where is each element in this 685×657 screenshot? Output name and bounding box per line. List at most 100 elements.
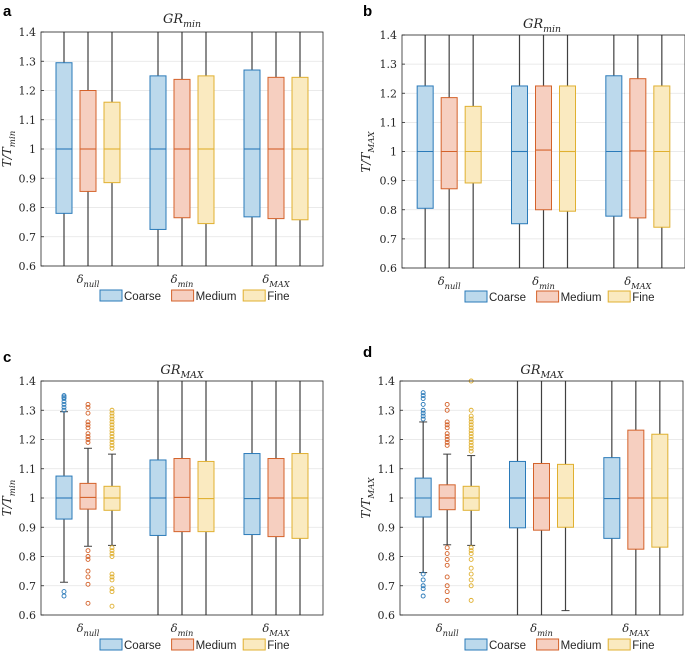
panel-b: 0.6 0.7 0.8 0.9 1 1.1 1.2 1.3 1.4 δnull δmin δMAX GR… (359, 3, 685, 304)
outlier-point (420, 396, 426, 401)
outlier-point (109, 413, 115, 419)
outlier-point (444, 442, 450, 448)
y-tick-label: 1.1 (19, 114, 37, 127)
legend-label-coarse: Coarse (124, 640, 161, 652)
legend-swatch-medium (536, 290, 560, 303)
y-tick-label: 1.3 (378, 404, 396, 417)
x-tick-label: δmin (532, 274, 555, 291)
legend-swatch-coarse (464, 290, 488, 303)
panel-d: 0.6 0.7 0.8 0.9 1 1.1 1.2 1.3 1.4 δnull δmin δMAX GR… (359, 344, 684, 652)
outlier-point (420, 393, 426, 399)
y-tick-label: 1.2 (380, 87, 398, 100)
outlier-point (85, 439, 91, 445)
legend-swatch-fine (607, 638, 631, 651)
outlier-point (468, 577, 474, 583)
outlier-point (109, 437, 115, 442)
y-tick-label: 1.4 (378, 375, 396, 388)
outlier-point (61, 401, 67, 407)
outlier-point (444, 574, 450, 580)
box-fine (464, 35, 482, 268)
panel-letter: b (363, 3, 372, 20)
y-tick-label: 0.7 (380, 233, 398, 246)
outlier-point (85, 431, 91, 437)
outlier-point (468, 548, 474, 554)
outlier-point (61, 404, 67, 410)
box-coarse (603, 381, 621, 615)
outlier-point (468, 425, 474, 431)
outlier-point (468, 431, 474, 437)
x-tick-label: δMAX (262, 272, 290, 289)
outlier-point (109, 416, 115, 422)
outlier-point (444, 437, 450, 442)
box-medium (627, 381, 645, 615)
outlier-point (85, 419, 91, 425)
x-tick-label: δnull (438, 274, 461, 291)
box-medium (267, 32, 285, 266)
outlier-point (109, 574, 115, 580)
outlier-point (444, 562, 450, 568)
legend-swatch-coarse (99, 289, 123, 302)
y-axis-label: T/TMAX (359, 477, 377, 519)
outlier-point (468, 442, 474, 448)
x-tick-label: δmin (530, 621, 553, 638)
panel-c: 0.6 0.7 0.8 0.9 1 1.1 1.2 1.3 1.4 δnull δmin δMAX GR… (0, 349, 324, 652)
outlier-point (468, 565, 474, 571)
y-tick-label: 1.3 (380, 58, 398, 71)
box-iqr (651, 433, 669, 548)
legend-swatch-medium (171, 638, 195, 651)
y-tick-label: 0.6 (380, 262, 398, 275)
outlier-point (109, 577, 115, 583)
legend-label-medium: Medium (561, 292, 602, 304)
outlier-point (109, 407, 115, 413)
legend-swatch-medium (171, 289, 195, 302)
outlier-point (109, 554, 115, 559)
outlier-point (85, 410, 91, 416)
plot-frame (40, 31, 324, 267)
outlier-point (61, 593, 67, 599)
chart-title: GRMAX (160, 363, 204, 381)
outlier-point (420, 390, 426, 396)
x-tick-label: δnull (77, 621, 100, 638)
box-iqr (79, 482, 97, 510)
outlier-point (444, 551, 450, 557)
box-coarse (149, 381, 167, 615)
outlier-point (468, 571, 474, 577)
outlier-point (444, 589, 450, 595)
y-tick-label: 1.4 (19, 375, 37, 388)
outlier-point (85, 434, 91, 440)
box-fine (103, 32, 121, 266)
box-iqr (557, 463, 574, 528)
outlier-point (468, 437, 474, 442)
y-tick-label: 0.9 (19, 521, 37, 534)
outlier-point (468, 545, 474, 551)
legend-label-coarse: Coarse (489, 640, 526, 652)
legend-label-fine: Fine (632, 640, 654, 652)
outlier-point (61, 396, 67, 401)
legend-label-coarse: Coarse (124, 291, 161, 303)
y-axis-label: T/Tmin (0, 131, 18, 168)
y-tick-label: 0.9 (19, 172, 37, 185)
x-tick-label: δMAX (262, 621, 290, 638)
box-coarse (414, 390, 432, 599)
plot-frame (40, 380, 324, 616)
outlier-point (420, 413, 426, 419)
outlier-point (468, 413, 474, 419)
outlier-point (420, 577, 426, 583)
legend-swatch-fine (607, 290, 631, 303)
y-tick-label: 1.1 (378, 463, 396, 476)
outlier-point (468, 419, 474, 425)
y-tick-label: 1.2 (19, 434, 37, 447)
outlier-point (85, 574, 91, 580)
y-tick-label: 0.6 (378, 609, 396, 622)
outlier-point (85, 404, 91, 410)
box-coarse (149, 32, 167, 266)
outlier-point (61, 589, 67, 595)
x-tick-label: δMAX (624, 274, 652, 291)
box-iqr (603, 457, 621, 539)
outlier-point (109, 428, 115, 434)
box-fine (462, 378, 480, 603)
legend-label-coarse: Coarse (489, 292, 526, 304)
y-tick-label: 0.7 (378, 580, 396, 593)
y-tick-label: 1.2 (19, 85, 37, 98)
y-tick-label: 1.4 (19, 26, 37, 39)
